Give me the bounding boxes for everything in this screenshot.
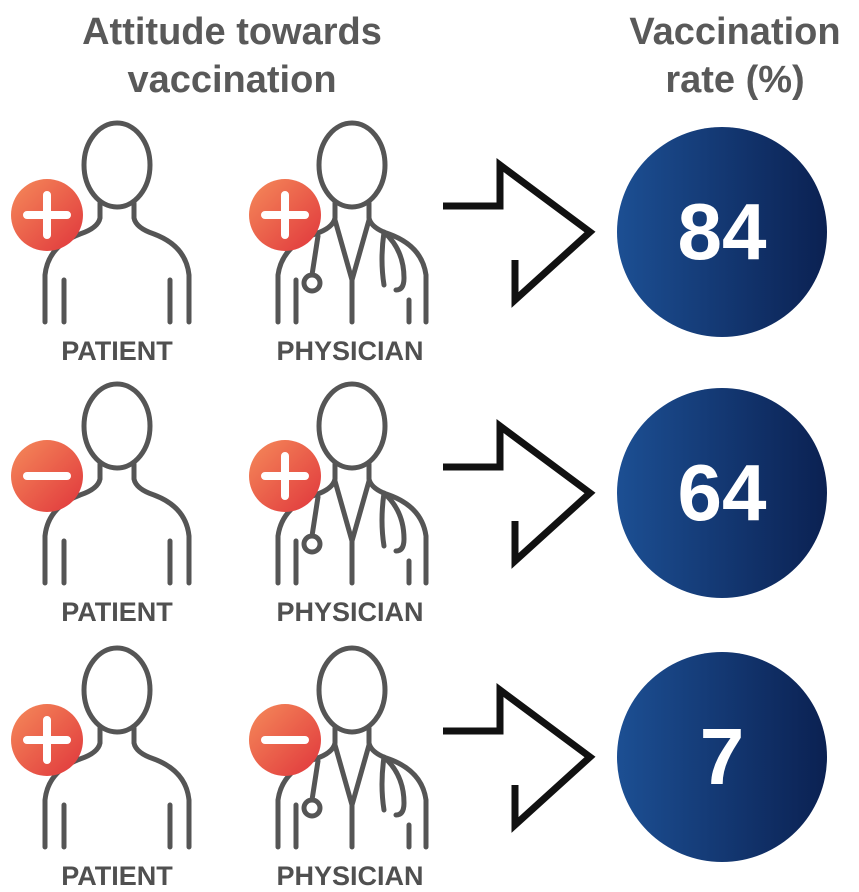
arrow xyxy=(443,165,590,300)
header-attitude: Attitude towards vaccination xyxy=(82,11,382,101)
row xyxy=(11,123,827,337)
rate-circle xyxy=(617,388,827,598)
physician-label: PHYSICIAN xyxy=(276,597,424,627)
rate-value: 84 xyxy=(677,187,767,276)
physician-label: PHYSICIAN xyxy=(276,336,424,366)
patient-label: PATIENT xyxy=(61,861,173,891)
rate-circle xyxy=(617,652,827,862)
minus-sign xyxy=(249,704,321,776)
header-rate: Vaccination rate (%) xyxy=(629,11,841,101)
plus-sign xyxy=(249,440,321,512)
plus-sign xyxy=(249,179,321,251)
rate-value: 7 xyxy=(699,712,745,801)
rate-circle xyxy=(617,127,827,337)
row xyxy=(11,384,827,598)
plus-sign xyxy=(11,179,83,251)
patient-label: PATIENT xyxy=(61,336,173,366)
arrow xyxy=(443,690,590,825)
physician-label: PHYSICIAN xyxy=(276,861,424,891)
rate-value: 64 xyxy=(677,448,767,537)
patient-label: PATIENT xyxy=(61,597,173,627)
minus-sign xyxy=(11,440,83,512)
row xyxy=(11,648,827,862)
plus-sign xyxy=(11,704,83,776)
arrow xyxy=(443,426,590,561)
